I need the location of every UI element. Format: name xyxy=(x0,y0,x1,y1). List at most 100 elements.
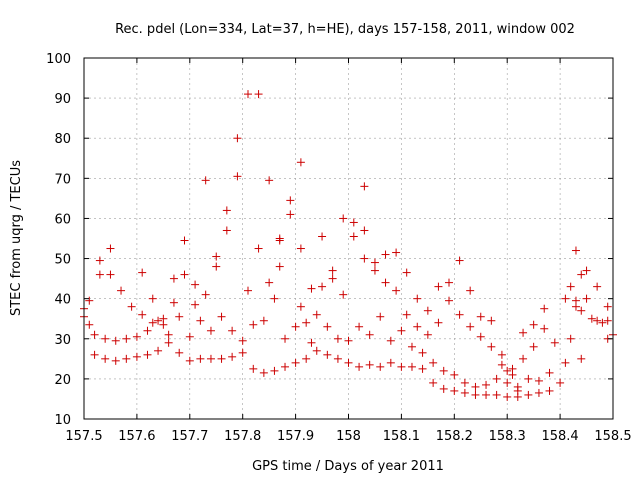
data-point xyxy=(349,232,358,241)
data-point xyxy=(318,232,327,241)
data-point xyxy=(101,354,110,363)
data-point xyxy=(296,302,305,311)
data-point xyxy=(169,274,178,283)
data-point xyxy=(429,358,438,367)
data-point xyxy=(402,268,411,277)
data-point xyxy=(106,270,115,279)
data-point xyxy=(429,378,438,387)
data-point xyxy=(233,172,242,181)
data-point xyxy=(349,218,358,227)
data-point xyxy=(228,326,237,335)
data-point xyxy=(132,332,141,341)
data-point xyxy=(566,334,575,343)
data-point xyxy=(392,248,401,257)
data-point xyxy=(323,322,332,331)
data-point xyxy=(545,368,554,377)
data-point xyxy=(249,320,258,329)
data-point xyxy=(175,312,184,321)
data-point xyxy=(466,286,475,295)
x-tick-label: 157.6 xyxy=(118,429,155,444)
data-point xyxy=(482,380,491,389)
y-tick-label: 40 xyxy=(54,293,71,308)
data-point xyxy=(222,206,231,215)
data-point xyxy=(238,336,247,345)
data-point xyxy=(355,362,364,371)
data-point xyxy=(561,294,570,303)
data-point xyxy=(180,236,189,245)
y-tick-label: 90 xyxy=(54,92,71,107)
data-point xyxy=(603,302,612,311)
data-point xyxy=(593,282,602,291)
data-point xyxy=(302,354,311,363)
data-point xyxy=(360,182,369,191)
data-point xyxy=(169,298,178,307)
data-point xyxy=(418,348,427,357)
data-point xyxy=(434,282,443,291)
data-point xyxy=(222,226,231,235)
data-point xyxy=(540,324,549,333)
data-point xyxy=(360,254,369,263)
data-point xyxy=(307,284,316,293)
data-point xyxy=(577,306,586,315)
data-point xyxy=(333,334,342,343)
data-point xyxy=(577,270,586,279)
data-point xyxy=(529,320,538,329)
data-point xyxy=(492,374,501,383)
data-point xyxy=(95,256,104,265)
data-point xyxy=(413,294,422,303)
data-points xyxy=(80,90,617,401)
data-point xyxy=(243,286,252,295)
data-point xyxy=(439,384,448,393)
data-point xyxy=(312,310,321,319)
chart-title: Rec. pdel (Lon=334, Lat=37, h=HE), days … xyxy=(115,22,575,37)
data-point xyxy=(127,302,136,311)
y-tick-label: 20 xyxy=(54,373,71,388)
x-tick-label: 158.4 xyxy=(541,429,578,444)
y-tick-label: 100 xyxy=(46,52,71,67)
data-point xyxy=(397,326,406,335)
data-point xyxy=(503,366,512,375)
data-point xyxy=(339,290,348,299)
data-point xyxy=(434,318,443,327)
data-point xyxy=(201,290,210,299)
data-point xyxy=(228,352,237,361)
data-point xyxy=(519,354,528,363)
data-point xyxy=(333,354,342,363)
data-point xyxy=(381,278,390,287)
data-point xyxy=(265,278,274,287)
y-tick-label: 60 xyxy=(54,212,71,227)
x-tick-label: 158.1 xyxy=(383,429,420,444)
x-tick-labels: 157.5 157.6 157.7 157.8 157.9 158 158.1 158.2 15… xyxy=(65,429,631,444)
data-point xyxy=(196,354,205,363)
data-point xyxy=(524,390,533,399)
data-point xyxy=(370,258,379,267)
data-point xyxy=(582,266,591,275)
data-point xyxy=(497,350,506,359)
data-point xyxy=(370,266,379,275)
data-point xyxy=(101,334,110,343)
data-point xyxy=(423,330,432,339)
data-point xyxy=(254,90,263,99)
data-point xyxy=(312,346,321,355)
data-point xyxy=(122,354,131,363)
data-point xyxy=(556,378,565,387)
data-point xyxy=(259,368,268,377)
data-point xyxy=(191,280,200,289)
data-point xyxy=(407,342,416,351)
data-point xyxy=(307,338,316,347)
data-point xyxy=(360,226,369,235)
data-point xyxy=(296,158,305,167)
data-point xyxy=(286,210,295,219)
data-point xyxy=(318,282,327,291)
data-point xyxy=(138,268,147,277)
data-point xyxy=(254,244,263,253)
data-point xyxy=(503,378,512,387)
x-tick-label: 158.2 xyxy=(436,429,473,444)
data-point xyxy=(270,366,279,375)
data-point xyxy=(249,364,258,373)
data-point xyxy=(238,348,247,357)
data-point xyxy=(471,382,480,391)
data-point xyxy=(587,314,596,323)
data-point xyxy=(540,304,549,313)
data-point xyxy=(566,282,575,291)
